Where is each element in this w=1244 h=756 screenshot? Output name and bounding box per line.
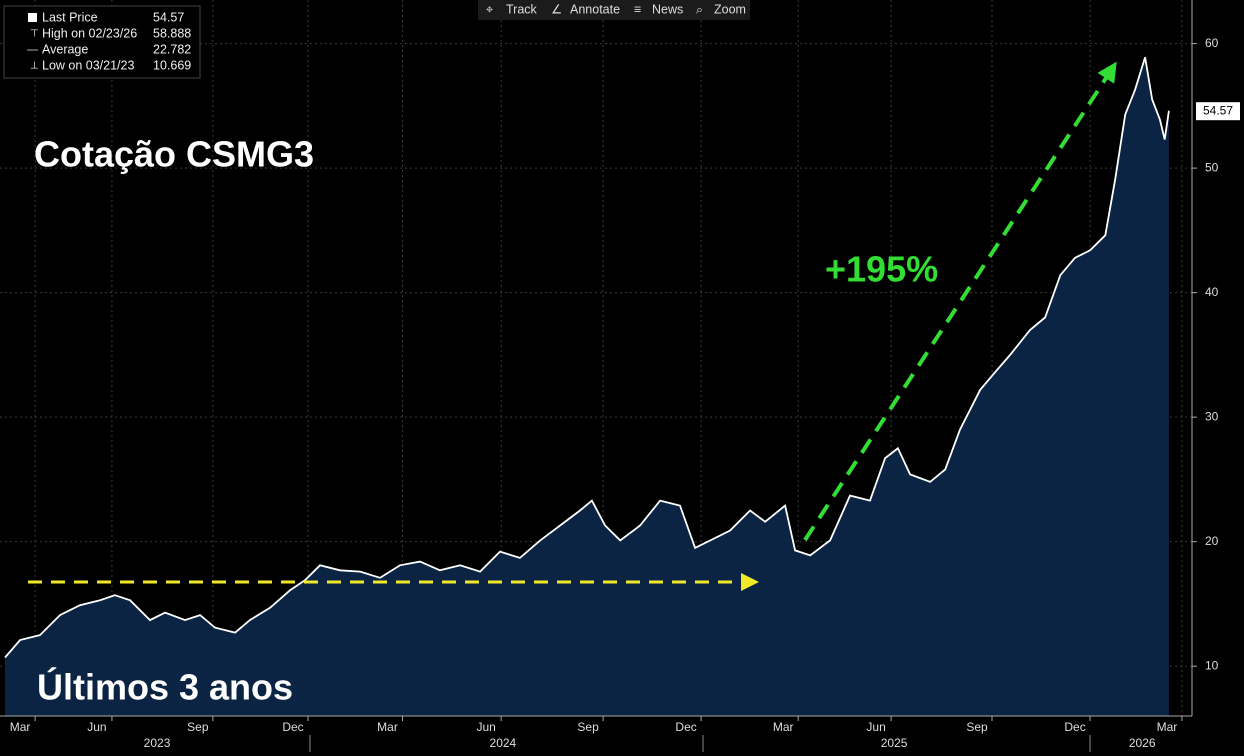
- last-price-box: [1196, 102, 1240, 121]
- toolbar: ⌖ Track ∠ Annotate ≡ News ⌕ Zoom: [478, 0, 750, 20]
- x-tick-label: Jun: [87, 720, 106, 734]
- x-tick-label: Jun: [476, 720, 495, 734]
- x-tick-label: Mar: [377, 720, 398, 734]
- year-label: 2023: [144, 736, 171, 750]
- chart-title: Cotação CSMG3: [34, 134, 314, 175]
- legend-label: Average: [42, 42, 88, 56]
- annotation: +195%: [825, 249, 938, 290]
- year-label: 2024: [490, 736, 517, 750]
- legend: Last Price 54.57 ⊤ High on 02/23/26 58.8…: [3, 5, 201, 79]
- legend-value: 22.782: [153, 42, 191, 56]
- x-tick-label: Sep: [187, 720, 209, 734]
- toolbar-button[interactable]: ⌖: [486, 2, 494, 16]
- annotation: Últimos 3 anos: [37, 666, 293, 708]
- axes: 10 20 30 40 50 60 Mar Jun Sep Dec Mar Jun Sep Dec Mar J…: [10, 36, 1240, 750]
- x-tick-label: Mar: [1157, 720, 1178, 734]
- toolbar-button[interactable]: ≡: [634, 2, 641, 16]
- y-tick-label: 20: [1205, 534, 1219, 548]
- y-tick-label: 50: [1205, 160, 1219, 174]
- year-label: 2025: [881, 736, 908, 750]
- toolbar-button[interactable]: Annotate: [570, 2, 620, 16]
- legend-swatch: [28, 13, 37, 22]
- legend-label: Low on 03/21/23: [42, 58, 134, 72]
- toolbar-button[interactable]: ⌕: [696, 2, 703, 16]
- toolbar-button[interactable]: Zoom: [714, 2, 746, 16]
- x-tick-label: Sep: [966, 720, 988, 734]
- toolbar-button[interactable]: Track: [506, 2, 538, 16]
- plot: [4, 57, 1170, 717]
- x-tick-label: Jun: [866, 720, 885, 734]
- toolbar-bg: [478, 0, 750, 20]
- legend-value: 10.669: [153, 58, 191, 72]
- y-tick-label: 60: [1205, 36, 1219, 50]
- y-tick-label: 30: [1205, 409, 1219, 423]
- legend-label: Last Price: [42, 10, 98, 24]
- last-price-label: 54.57: [1203, 103, 1233, 117]
- year-label: 2026: [1129, 736, 1156, 750]
- x-tick-label: Mar: [10, 720, 31, 734]
- x-tick-label: Dec: [1064, 720, 1085, 734]
- x-tick-label: Mar: [773, 720, 794, 734]
- legend-value: 54.57: [153, 10, 184, 24]
- toolbar-button[interactable]: ∠: [551, 2, 562, 16]
- legend-label: High on 02/23/26: [42, 26, 137, 40]
- y-tick-label: 40: [1205, 285, 1219, 299]
- legend-icon: ⊤: [30, 29, 39, 40]
- toolbar-button[interactable]: News: [652, 2, 683, 16]
- legend-icon: ⊥: [30, 61, 39, 72]
- area: [5, 57, 1169, 717]
- legend-value: 58.888: [153, 26, 191, 40]
- x-tick-label: Dec: [675, 720, 696, 734]
- green-arrow: [803, 61, 1117, 542]
- line: [4, 57, 1170, 659]
- y-tick-label: 10: [1205, 658, 1219, 672]
- x-tick-label: Sep: [577, 720, 599, 734]
- x-tick-label: Dec: [282, 720, 303, 734]
